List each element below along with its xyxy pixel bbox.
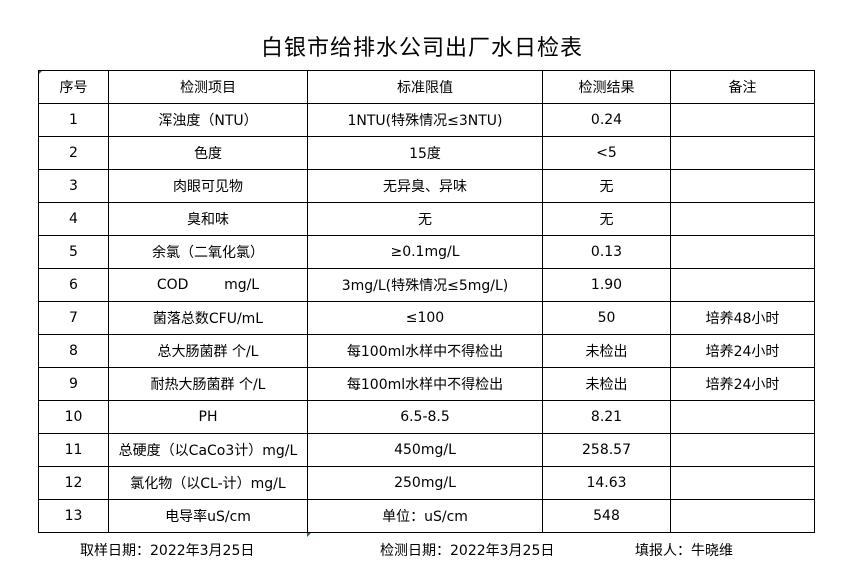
- cell-test-item: 余氯（二氧化氯）: [108, 235, 308, 269]
- cell-remark: [670, 103, 815, 137]
- header-row-number: 序号: [38, 70, 109, 104]
- header-test-item: 检测项目: [108, 70, 308, 104]
- header-standard-limit: 标准限值: [307, 70, 543, 104]
- cell-corner-marker: [307, 532, 312, 537]
- cell-test-item: 总大肠菌群 个/L: [108, 334, 308, 368]
- cell-standard-limit: 无异臭、异味: [307, 169, 543, 203]
- header-test-result: 检测结果: [542, 70, 671, 104]
- cell-test-item: 总硬度（以CaCo3计）mg/L: [108, 433, 308, 467]
- cell-test-result: 0.13: [542, 235, 671, 269]
- cell-test-result: 14.63: [542, 466, 671, 500]
- cell-test-result: 无: [542, 202, 671, 236]
- cell-test-result: 1.90: [542, 268, 671, 302]
- cell-remark: 培养48小时: [670, 301, 815, 335]
- cell-standard-limit: 1NTU(特殊情况≤3NTU): [307, 103, 543, 137]
- cell-standard-limit: 15度: [307, 136, 543, 170]
- table-row: 13 电导率uS/cm 单位：uS/cm 548: [38, 499, 815, 533]
- cell-remark: [670, 466, 815, 500]
- table-row: 2 色度 15度 <5: [38, 136, 815, 170]
- header-remark: 备注: [670, 70, 815, 104]
- cell-row-number: 13: [38, 499, 109, 533]
- testing-date: 检测日期：2022年3月25日: [380, 543, 555, 559]
- table-row: 8 总大肠菌群 个/L 每100ml水样中不得检出 未检出 培养24小时: [38, 334, 815, 368]
- cell-test-item: 浑浊度（NTU）: [108, 103, 308, 137]
- cell-row-number: 9: [38, 367, 109, 401]
- reporter: 填报人：牛晓维: [635, 543, 733, 559]
- cell-row-number: 3: [38, 169, 109, 203]
- inspection-table: 序号 检测项目 标准限值 检测结果 备注 1 浑浊度（NTU） 1NTU(特殊情况≤3NTU…: [38, 70, 815, 533]
- cell-row-number: 6: [38, 268, 109, 302]
- cell-standard-limit: 3mg/L(特殊情况≤5mg/L): [307, 268, 543, 302]
- table-row: 12 氯化物（以CL-计）mg/L 250mg/L 14.63: [38, 466, 815, 500]
- cell-row-number: 10: [38, 400, 109, 434]
- cell-test-result: 0.24: [542, 103, 671, 137]
- cell-row-number: 2: [38, 136, 109, 170]
- cell-standard-limit: 无: [307, 202, 543, 236]
- cell-remark: [670, 268, 815, 302]
- cell-test-item: 氯化物（以CL-计）mg/L: [108, 466, 308, 500]
- cell-row-number: 11: [38, 433, 109, 467]
- cell-standard-limit: ≥0.1mg/L: [307, 235, 543, 269]
- cell-remark: [670, 400, 815, 434]
- cell-test-result: 未检出: [542, 334, 671, 368]
- cell-standard-limit: 每100ml水样中不得检出: [307, 334, 543, 368]
- cell-test-item: 菌落总数CFU/mL: [108, 301, 308, 335]
- cell-test-item: 肉眼可见物: [108, 169, 308, 203]
- table-row: 6 COD mg/L 3mg/L(特殊情况≤5mg/L) 1.90: [38, 268, 815, 302]
- cell-remark: [670, 433, 815, 467]
- cell-test-item: COD mg/L: [108, 268, 308, 302]
- cell-remark: [670, 235, 815, 269]
- table-header-row: 序号 检测项目 标准限值 检测结果 备注: [38, 70, 815, 104]
- cell-test-result: 548: [542, 499, 671, 533]
- table-row: 5 余氯（二氧化氯） ≥0.1mg/L 0.13: [38, 235, 815, 269]
- table-row: 1 浑浊度（NTU） 1NTU(特殊情况≤3NTU) 0.24: [38, 103, 815, 137]
- table-row: 10 PH 6.5-8.5 8.21: [38, 400, 815, 434]
- table-row: 3 肉眼可见物 无异臭、异味无: [38, 169, 815, 203]
- table-row: 9 耐热大肠菌群 个/L 每100ml水样中不得检出 未检出 培养24小时: [38, 367, 815, 401]
- cell-row-number: 12: [38, 466, 109, 500]
- cell-standard-limit: 单位：uS/cm: [307, 499, 543, 533]
- cell-test-result: <5: [542, 136, 671, 170]
- cell-test-result: 258.57: [542, 433, 671, 467]
- cell-test-item: 臭和味: [108, 202, 308, 236]
- table-row: 4 臭和味无无: [38, 202, 815, 236]
- cell-remark: [670, 202, 815, 236]
- cell-test-item: 电导率uS/cm: [108, 499, 308, 533]
- cell-standard-limit: ≤100: [307, 301, 543, 335]
- cell-test-result: 无: [542, 169, 671, 203]
- page-title: 白银市给排水公司出厂水日检表: [260, 36, 583, 61]
- cell-remark: [670, 136, 815, 170]
- cell-remark: 培养24小时: [670, 367, 815, 401]
- cell-remark: [670, 499, 815, 533]
- cell-test-result: 50: [542, 301, 671, 335]
- cell-row-number: 4: [38, 202, 109, 236]
- cell-row-number: 1: [38, 103, 109, 137]
- cell-standard-limit: 每100ml水样中不得检出: [307, 367, 543, 401]
- cell-remark: 培养24小时: [670, 334, 815, 368]
- table-row: 7 菌落总数CFU/mL ≤100 50 培养48小时: [38, 301, 815, 335]
- cell-standard-limit: 450mg/L: [307, 433, 543, 467]
- sampling-date: 取样日期：2022年3月25日: [80, 543, 255, 559]
- cell-test-item: PH: [108, 400, 308, 434]
- cell-row-number: 5: [38, 235, 109, 269]
- cell-test-item: 色度: [108, 136, 308, 170]
- cell-standard-limit: 6.5-8.5: [307, 400, 543, 434]
- cell-row-number: 8: [38, 334, 109, 368]
- cell-standard-limit: 250mg/L: [307, 466, 543, 500]
- cell-row-number: 7: [38, 301, 109, 335]
- cell-test-result: 8.21: [542, 400, 671, 434]
- cell-test-item: 耐热大肠菌群 个/L: [108, 367, 308, 401]
- cell-remark: [670, 169, 815, 203]
- table-row: 11 总硬度（以CaCo3计）mg/L 450mg/L 258.57: [38, 433, 815, 467]
- cell-test-result: 未检出: [542, 367, 671, 401]
